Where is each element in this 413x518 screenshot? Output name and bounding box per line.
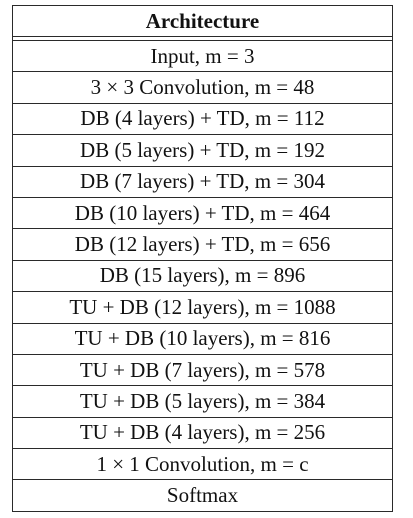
table-row: DB (5 layers) + TD, m = 192: [12, 134, 393, 167]
header-gap-cell: [12, 36, 393, 41]
table-row: DB (7 layers) + TD, m = 304: [12, 165, 393, 198]
table-row: TU + DB (10 layers), m = 816: [12, 322, 393, 355]
table-row: TU + DB (4 layers), m = 256: [12, 416, 393, 450]
row-tu-db5: TU + DB (5 layers), m = 384: [12, 385, 393, 418]
table-row: DB (4 layers) + TD, m = 112: [12, 102, 393, 136]
row-db7-td: DB (7 layers) + TD, m = 304: [12, 165, 393, 198]
table-row: Softmax: [12, 479, 393, 512]
row-db5-td: DB (5 layers) + TD, m = 192: [12, 134, 393, 167]
table-row: DB (12 layers) + TD, m = 656: [12, 228, 393, 261]
table-row: 3 × 3 Convolution, m = 48: [12, 71, 393, 104]
row-conv-1x1: 1 × 1 Convolution, m = c: [12, 448, 393, 481]
table-row: DB (10 layers) + TD, m = 464: [12, 196, 393, 230]
row-db12-td: DB (12 layers) + TD, m = 656: [12, 228, 393, 261]
table-row: 1 × 1 Convolution, m = c: [12, 448, 393, 481]
row-input: Input, m = 3: [12, 39, 393, 73]
row-db4-td: DB (4 layers) + TD, m = 112: [12, 102, 393, 136]
table-row: TU + DB (7 layers), m = 578: [12, 353, 393, 387]
row-tu-db10: TU + DB (10 layers), m = 816: [12, 322, 393, 355]
header-gap: [12, 36, 393, 41]
row-tu-db4: TU + DB (4 layers), m = 256: [12, 416, 393, 450]
row-conv-3x3: 3 × 3 Convolution, m = 48: [12, 71, 393, 104]
table-row: DB (15 layers), m = 896: [12, 259, 393, 293]
row-softmax: Softmax: [12, 479, 393, 512]
architecture-header: Architecture: [12, 5, 393, 37]
row-tu-db7: TU + DB (7 layers), m = 578: [12, 353, 393, 387]
table-row: TU + DB (5 layers), m = 384: [12, 385, 393, 418]
row-tu-db12: TU + DB (12 layers), m = 1088: [12, 291, 393, 324]
table-header-row: Architecture: [12, 5, 393, 37]
table-row: TU + DB (12 layers), m = 1088: [12, 291, 393, 324]
architecture-table: Architecture Input, m = 3 3 × 3 Convolut…: [12, 5, 393, 512]
table-row: Input, m = 3: [12, 39, 393, 73]
row-db15: DB (15 layers), m = 896: [12, 259, 393, 293]
row-db10-td: DB (10 layers) + TD, m = 464: [12, 196, 393, 230]
